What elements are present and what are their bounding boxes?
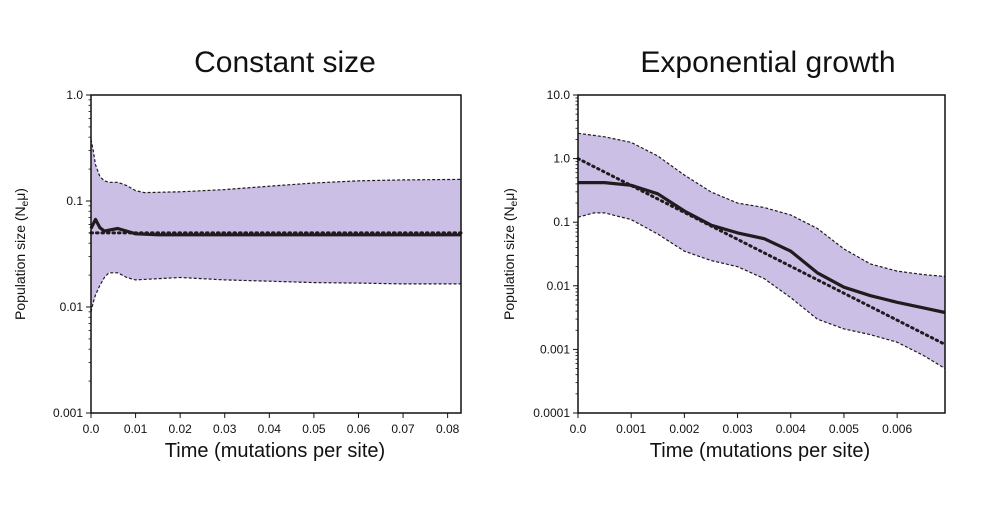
x-tick-label: 0.005 (829, 422, 859, 436)
chart-title: Constant size (194, 46, 376, 79)
x-tick-label: 0.01 (124, 422, 148, 436)
y-tick-label: 10.0 (547, 88, 571, 102)
y-tick-label: 0.0001 (533, 406, 570, 420)
y-tick-label: 1.0 (553, 152, 570, 166)
panel-constant-size: Constant size Time (mutations per site) … (12, 46, 463, 462)
x-tick-label: 0.08 (436, 422, 460, 436)
x-tick-label: 0.03 (213, 422, 237, 436)
axis-ticks-group: 0.0 0.01 0.02 0.03 0.04 0.05 0.06 0.07 0.08 1.0 0.… (53, 88, 460, 436)
y-tick-label: 0.001 (540, 342, 570, 356)
x-tick-label: 0.002 (669, 422, 699, 436)
y-axis-label-end: μ) (501, 188, 517, 201)
true-value-line (576, 157, 947, 346)
x-tick-label: 0.02 (168, 422, 192, 436)
y-tick-label: 1.0 (66, 88, 83, 102)
x-tick-label: 0.006 (882, 422, 912, 436)
y-axis-label-subscript: e (509, 200, 520, 206)
upper-hpd-line (90, 139, 462, 194)
y-axis-label-end: μ) (12, 188, 28, 201)
x-tick-label: 0.003 (723, 422, 753, 436)
median-line (89, 217, 461, 237)
lower-hpd-line (577, 212, 946, 370)
x-tick-label: 0.0 (570, 422, 587, 436)
x-tick-label: 0.06 (347, 422, 371, 436)
axis-ticks-group: 0.0 0.001 0.002 0.003 0.004 0.005 0.006 10.0 1.0… (533, 88, 912, 436)
y-axis-label: Population size (Neμ) (12, 188, 31, 320)
median-line (578, 181, 946, 315)
y-tick-label: 0.01 (60, 300, 84, 314)
lower-hpd-line (90, 272, 461, 313)
y-tick-label: 0.1 (66, 194, 83, 208)
hpd-band-group (91, 139, 461, 312)
y-tick-label: 0.01 (547, 279, 571, 293)
plot-frame (90, 94, 462, 414)
series-lines-group (576, 132, 947, 370)
y-axis-label-main: Population size (N (501, 206, 517, 320)
chart-title: Exponential growth (640, 46, 895, 79)
x-tick-label: 0.0 (83, 422, 100, 436)
plot-frame (577, 94, 946, 414)
series-lines-group (89, 139, 463, 313)
x-axis-label: Time (mutations per site) (650, 440, 870, 462)
x-axis-label: Time (mutations per site) (165, 440, 385, 462)
x-tick-label: 0.07 (391, 422, 415, 436)
x-tick-label: 0.04 (258, 422, 282, 436)
y-axis-label-main: Population size (N (12, 206, 28, 320)
x-tick-label: 0.05 (302, 422, 326, 436)
hpd-band-area (91, 139, 461, 312)
y-axis-label: Population size (Neμ) (501, 188, 520, 320)
x-tick-label: 0.001 (616, 422, 646, 436)
x-tick-label: 0.004 (776, 422, 806, 436)
y-tick-label: 0.001 (53, 406, 83, 420)
y-tick-label: 0.1 (553, 215, 570, 229)
y-axis-label-subscript: e (20, 200, 31, 206)
panel-exponential-growth: Exponential growth Time (mutations per s… (501, 46, 947, 462)
